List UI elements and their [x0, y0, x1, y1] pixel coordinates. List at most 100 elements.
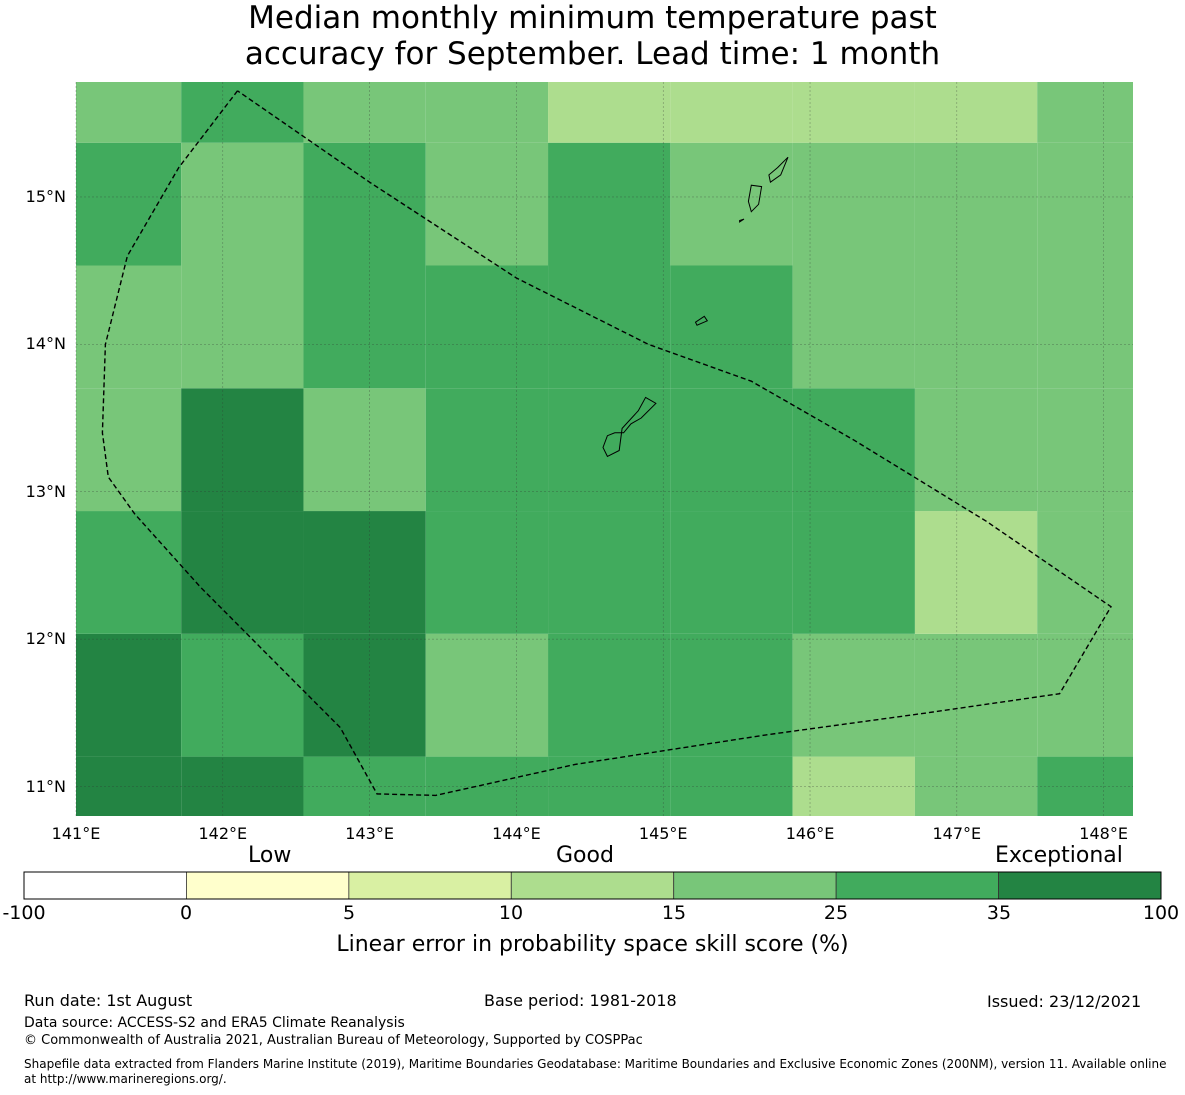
grid-cell [792, 388, 915, 512]
island-outline [739, 218, 745, 223]
grid-cell [1037, 511, 1133, 634]
eez-boundary-line [101, 90, 1112, 797]
colorbar-tick: 10 [498, 902, 524, 924]
grid-cell [76, 82, 182, 143]
lon-label-141e: 141°E [51, 824, 101, 843]
island-outline [747, 184, 763, 213]
grid-cell [303, 265, 426, 389]
grid-cell [792, 265, 915, 389]
colorbar-swatch [510, 871, 675, 900]
lon-label-145e: 145°E [638, 824, 688, 843]
grid-cell [76, 265, 182, 389]
grid-cell [1037, 82, 1133, 143]
grid-cell [792, 633, 915, 757]
grid-cell [670, 633, 793, 757]
grid-cell [425, 388, 549, 512]
grid-cell [303, 388, 426, 512]
grid-cell [76, 633, 182, 757]
island-outline [768, 156, 789, 184]
issued-date: Issued: 23/12/2021 [987, 992, 1142, 1011]
grid-cell [914, 82, 1038, 143]
grid-cell [181, 633, 304, 757]
grid-cell [76, 388, 182, 512]
grid-cell [181, 82, 304, 143]
base-period: Base period: 1981-2018 [484, 991, 677, 1010]
lon-label-142e: 142°E [198, 824, 248, 843]
grid-cell [792, 142, 915, 266]
lat-label-12n: 12°N [25, 629, 66, 649]
grid-cell [425, 511, 549, 634]
lon-label-147e: 147°E [932, 824, 982, 843]
colorbar-tick: 25 [823, 902, 849, 924]
figure-title-line-2: accuracy for September. Lead time: 1 mon… [244, 36, 941, 72]
skill-grid [76, 82, 1133, 816]
grid-cell [1037, 633, 1133, 757]
grid-cell [303, 511, 426, 634]
colorbar-tick: 100 [1142, 902, 1180, 924]
grid-cell [914, 633, 1038, 757]
island-outline [694, 315, 709, 326]
lat-label-15n: 15°N [25, 186, 66, 206]
colorbar-category-exceptional: Exceptional [995, 843, 1123, 868]
colorbar-tick: 15 [661, 902, 687, 924]
grid-cell [548, 82, 671, 143]
island-outline [602, 396, 657, 458]
run-date: Run date: 1st August [24, 991, 193, 1010]
colorbar-swatch [998, 871, 1162, 900]
colorbar-swatch [186, 871, 350, 900]
grid-cell [425, 633, 549, 757]
grid-cell [425, 82, 549, 143]
grid-cell [914, 388, 1038, 512]
grid-cell [914, 142, 1038, 266]
grid-cell [914, 511, 1038, 634]
colorbar-category-low: Low [248, 843, 292, 868]
colorbar-swatch [673, 871, 837, 900]
coastline [602, 156, 789, 458]
lat-label-14n: 14°N [25, 334, 66, 354]
colorbar-swatch [23, 871, 187, 900]
grid-cell [181, 265, 304, 389]
colorbar-category-good: Good [556, 843, 614, 868]
grid-cell [181, 388, 304, 512]
grid-cell [914, 265, 1038, 389]
grid-cell [425, 265, 549, 389]
colorbar-tick: 35 [986, 902, 1012, 924]
grid-cell [670, 265, 793, 389]
grid-cell [670, 388, 793, 512]
grid-cell [548, 633, 671, 757]
colorbar-frame [23, 871, 1162, 900]
lat-label-11n: 11°N [25, 776, 66, 796]
colorbar-tick: 0 [179, 902, 193, 924]
colorbar-label: Linear error in probability space skill … [336, 932, 849, 957]
grid-cell [181, 511, 304, 634]
grid-cell [548, 142, 671, 266]
lon-label-144e: 144°E [492, 824, 541, 843]
lon-label-148e: 148°E [1079, 824, 1128, 843]
grid-cell [1037, 142, 1133, 266]
grid-cell [181, 142, 304, 266]
grid-cell [303, 82, 426, 143]
lat-label-13n: 13°N [25, 481, 66, 501]
grid-cell [670, 82, 793, 143]
grid-cell [792, 82, 915, 143]
colorbar-swatch [835, 871, 999, 900]
grid-cell [670, 142, 793, 266]
grid-cell [670, 511, 793, 634]
colorbar [23, 871, 1162, 900]
grid-cell [76, 511, 182, 634]
figure-title-line-1: Median monthly minimum temperature past [248, 0, 937, 36]
colorbar-tick: 5 [342, 902, 356, 924]
grid-cell [792, 511, 915, 634]
copyright-notice: © Commonwealth of Australia 2021, Austra… [24, 1033, 643, 1048]
grid-cell [1037, 388, 1133, 512]
grid-cell [548, 511, 671, 634]
grid-cell [76, 142, 182, 266]
grid-cell [425, 756, 549, 816]
data-source: Data source: ACCESS-S2 and ERA5 Climate … [24, 1015, 405, 1031]
colorbar-swatch [348, 871, 512, 900]
lon-label-146e: 146°E [785, 824, 835, 843]
colorbar-tick: -100 [2, 902, 46, 924]
grid-cell [303, 142, 426, 266]
